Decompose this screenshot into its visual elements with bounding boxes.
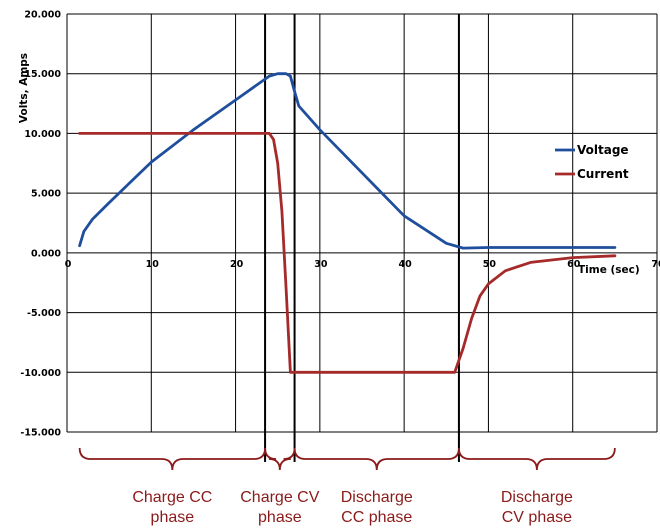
phase-braces: Charge CC phase Charge CV phase Discharge CC …	[78, 447, 616, 526]
x-tick-label: 40	[399, 259, 413, 270]
phase-label: Discharge	[501, 489, 573, 506]
y-tick-label: 0.000	[31, 248, 61, 259]
data-series	[78, 72, 617, 374]
legend-label-voltage: Voltage	[577, 143, 629, 157]
legend-label-current: Current	[577, 167, 629, 181]
y-tick-label: 10.000	[24, 129, 61, 140]
phase-brace	[293, 447, 460, 471]
phase-label: phase	[258, 509, 302, 526]
x-tick-label: 10	[146, 259, 160, 270]
series-line-voltage	[78, 72, 617, 250]
phase-brace	[78, 447, 266, 471]
x-tick-label: 60	[567, 259, 581, 270]
phase-label: phase	[151, 509, 195, 526]
x-tick-label: 70	[651, 259, 660, 270]
y-axis-label: Volts, Amps	[18, 53, 30, 123]
y-tick-label: -15.000	[20, 428, 61, 439]
phase-brace	[264, 447, 296, 471]
series-line-current	[78, 131, 617, 374]
x-tick-label: 50	[483, 259, 497, 270]
y-tick-label: -5.000	[27, 308, 61, 319]
x-axis-label: Time (sec)	[578, 264, 640, 276]
y-tick-label: 15.000	[24, 69, 61, 80]
phase-brace	[458, 447, 616, 471]
tick-labels: 20.000 15.000 10.000 5.000 0.000 -5.000 -10.00…	[20, 10, 660, 439]
x-tick-label: 20	[230, 259, 244, 270]
phase-label: Charge CV	[240, 489, 319, 506]
y-tick-label: -10.000	[20, 368, 61, 379]
legend: Voltage Current	[555, 143, 629, 181]
x-tick-label: 0	[65, 259, 72, 270]
phase-label: CV phase	[502, 509, 572, 526]
x-tick-label: 30	[314, 259, 328, 270]
phase-label: Discharge	[341, 489, 413, 506]
phase-label: CC phase	[341, 509, 412, 526]
y-tick-label: 20.000	[24, 10, 61, 21]
y-tick-label: 5.000	[31, 189, 61, 200]
phase-label: Charge CC	[132, 489, 212, 506]
gridlines	[66, 13, 658, 433]
